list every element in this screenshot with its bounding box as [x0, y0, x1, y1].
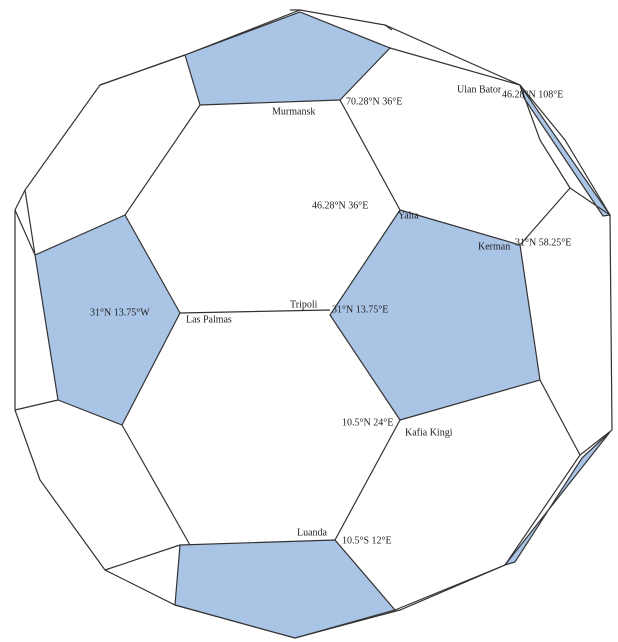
coord: 70.28°N 36°E: [346, 96, 402, 107]
edges: [14, 9, 611, 611]
coord: 31°N 58.25°E: [515, 237, 571, 248]
city: Murmansk: [272, 106, 315, 117]
coord: 10.5°N 24°E: [342, 417, 393, 428]
edge: [14, 9, 611, 611]
city: Kafia Kingi: [405, 427, 453, 438]
pentagon-bottom: [174, 539, 397, 639]
coord: 31°N 13.75°W: [90, 307, 150, 318]
pentagon-center: [329, 209, 541, 421]
city: Kerman: [478, 241, 510, 252]
coord: 46.28°N 36°E: [312, 200, 368, 211]
labels: Murmansk 70.28°N 36°E Ulan Bator 46.28°N…: [90, 84, 571, 546]
city: Las Palmas: [186, 314, 232, 325]
coord: 46.28°N 108°E: [502, 89, 563, 100]
coord: 31°N 13.75°E: [332, 304, 388, 315]
city: Luanda: [297, 527, 328, 538]
coord: 10.5°S 12°E: [342, 535, 392, 546]
city: Tripoli: [290, 299, 318, 310]
city: Ulan Bator: [457, 84, 502, 95]
pentagon-left: [34, 214, 181, 426]
city: Yalta: [398, 210, 419, 221]
sliver-right-top: [519, 84, 612, 217]
pentagon-top: [184, 11, 392, 106]
sliver-right-bottom: [503, 431, 611, 567]
